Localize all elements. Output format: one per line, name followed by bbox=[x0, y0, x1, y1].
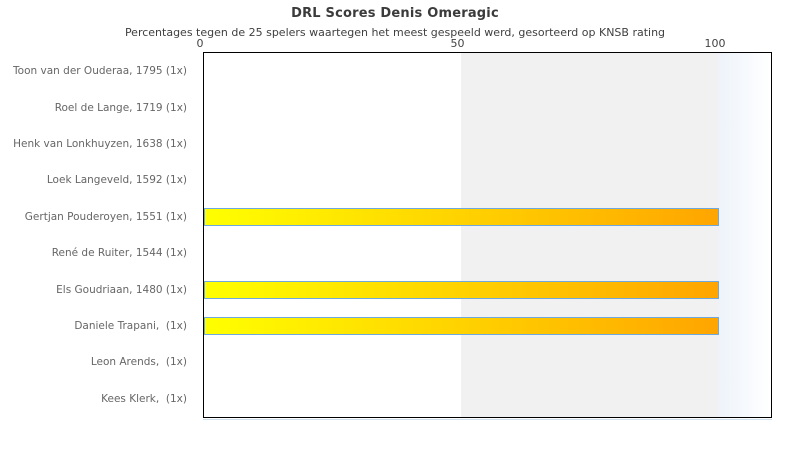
chart-title: DRL Scores Denis Omeragic bbox=[291, 6, 499, 21]
plot-area bbox=[203, 52, 772, 418]
row-label: Daniele Trapani, (1x) bbox=[74, 320, 187, 333]
x-tick-label: 50 bbox=[450, 37, 465, 50]
bar bbox=[204, 280, 719, 299]
bar bbox=[204, 207, 719, 226]
row-label: Kees Klerk, (1x) bbox=[101, 392, 187, 405]
row-label: Leon Arends, (1x) bbox=[90, 356, 187, 369]
chart-subtitle: Percentages tegen de 25 spelers waartege… bbox=[124, 26, 666, 39]
x-tick-label: 100 bbox=[704, 37, 726, 50]
plot-bottom-shadow bbox=[203, 419, 772, 420]
row-label: Henk van Lonkhuyzen, 1638 (1x) bbox=[13, 138, 187, 151]
bar bbox=[204, 317, 719, 335]
row-label: Els Goudriaan, 1480 (1x) bbox=[56, 283, 187, 296]
row-label: Toon van der Ouderaa, 1795 (1x) bbox=[13, 65, 187, 78]
row-label: René de Ruiter, 1544 (1x) bbox=[51, 247, 187, 260]
row-label: Loek Langeveld, 1592 (1x) bbox=[46, 174, 187, 187]
y-axis-labels: Toon van der Ouderaa, 1795 (1x) Roel de L… bbox=[0, 53, 203, 417]
x-tick-label: 0 bbox=[196, 37, 204, 50]
row-label: Gertjan Pouderoyen, 1551 (1x) bbox=[24, 210, 187, 223]
row-label: Roel de Lange, 1719 (1x) bbox=[54, 101, 187, 114]
